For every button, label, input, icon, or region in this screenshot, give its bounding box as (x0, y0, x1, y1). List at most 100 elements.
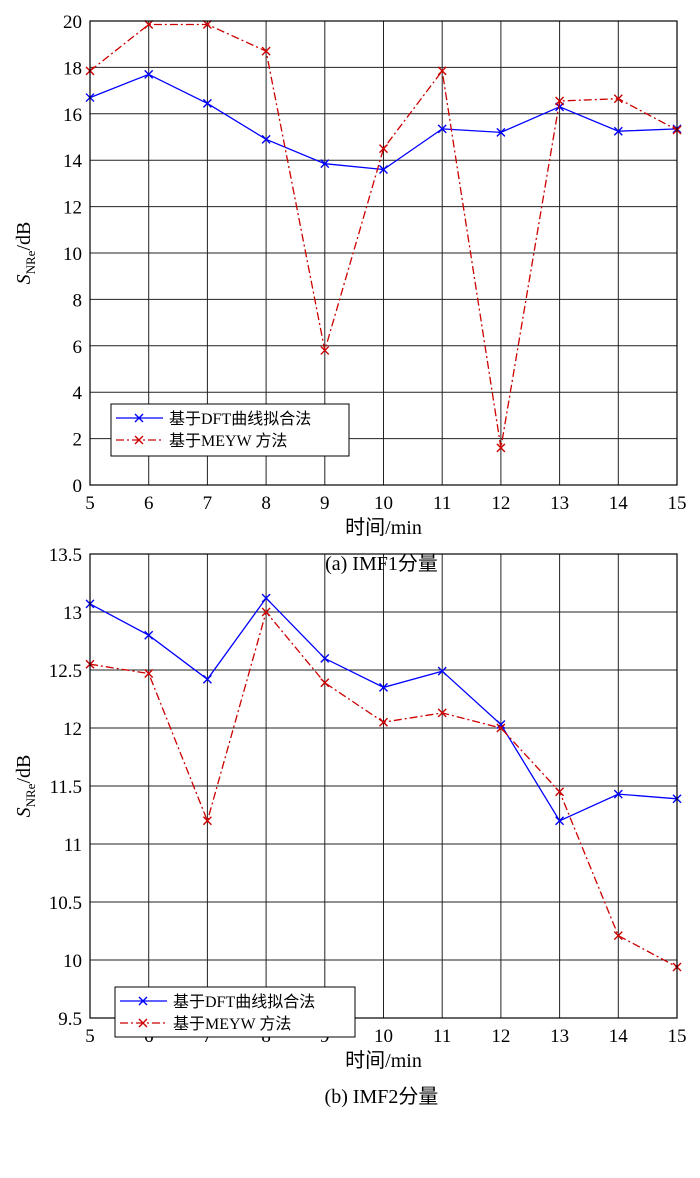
data-point (555, 816, 565, 826)
data-point (437, 66, 447, 76)
data-point (496, 720, 506, 730)
y-tick-label: 20 (63, 12, 82, 33)
y-axis-label-sub: NRe (23, 783, 38, 807)
chart-imf2: 567891011121314159.51010.51111.51212.513… (13, 545, 687, 1108)
x-tick-label: 12 (491, 493, 510, 514)
x-tick-label: 15 (668, 1026, 687, 1047)
data-point (437, 666, 447, 676)
y-tick-label: 10.5 (49, 893, 82, 914)
chart-imf1: 5 6 7 8 9 10 11 12 13 14 15 0 2 4 6 8 10 12 14 16 18 20 基于DFT… (13, 12, 687, 575)
y-axis-label-unit: /dB (13, 222, 35, 251)
x-tick-label: 10 (374, 493, 393, 514)
data-point (379, 164, 388, 174)
data-point (555, 96, 565, 106)
legend-marker (134, 413, 144, 423)
x-axis-label: 时间/min (345, 1049, 422, 1072)
y-tick-label: 18 (63, 58, 82, 79)
y-axis-label-main: S (13, 807, 35, 817)
legend-entry-label: 基于MEYW 方法 (169, 432, 287, 450)
data-point (496, 127, 506, 137)
y-tick-label: 12 (63, 198, 82, 219)
y-tick-label: 6 (73, 337, 83, 358)
y-tick-label: 11 (64, 835, 82, 856)
y-tick-label: 13.5 (49, 545, 82, 566)
data-point (613, 94, 623, 104)
data-point (320, 345, 330, 355)
data-point (202, 816, 212, 826)
y-tick-label: 11.5 (49, 777, 82, 798)
y-tick-label: 0 (73, 476, 83, 497)
chart-caption: (b) IMF2分量 (325, 1085, 439, 1108)
legend-box (110, 403, 350, 457)
legend-entry-label: 基于MEYW 方法 (173, 1015, 291, 1033)
data-point (320, 653, 330, 663)
data-point (261, 134, 271, 144)
data-point (555, 787, 565, 797)
y-axis-label-sub: NRe (23, 250, 38, 274)
y-tick-label: 8 (73, 290, 83, 311)
x-tick-label: 13 (550, 1026, 569, 1047)
data-point (613, 126, 623, 136)
data-point (144, 69, 154, 79)
data-point (320, 678, 330, 688)
data-point (261, 607, 271, 617)
data-point (496, 723, 506, 733)
x-axis-label: 时间/min (345, 516, 422, 539)
x-tick-label: 5 (85, 493, 95, 514)
x-tick-label: 6 (144, 493, 154, 514)
x-tick-label: 14 (609, 493, 629, 514)
data-point (379, 717, 388, 727)
data-point (437, 124, 447, 134)
y-tick-label: 12 (63, 719, 82, 740)
data-point (202, 19, 212, 29)
y-tick-label: 13 (63, 603, 82, 624)
legend-marker (138, 1018, 148, 1028)
x-tick-label: 12 (491, 1026, 510, 1047)
legend-entry-label: 基于DFT曲线拟合法 (169, 410, 311, 428)
y-tick-label: 10 (63, 951, 82, 972)
y-tick-label: 4 (73, 383, 83, 404)
y-tick-label: 10 (63, 244, 82, 265)
x-tick-label: 7 (203, 493, 213, 514)
y-tick-label: 16 (63, 105, 82, 126)
data-point (320, 159, 330, 169)
data-point (437, 708, 447, 718)
y-tick-label: 12.5 (49, 661, 82, 682)
data-point (496, 443, 506, 453)
y-axis-label: SNRe/dB (13, 755, 38, 818)
x-tick-label: 5 (85, 1026, 95, 1047)
x-tick-label: 14 (609, 1026, 629, 1047)
data-point (613, 931, 623, 941)
x-tick-label: 13 (550, 493, 569, 514)
data-point (144, 19, 154, 29)
y-axis-label-unit: /dB (13, 755, 35, 784)
data-point (379, 682, 388, 692)
legend-entry-label: 基于DFT曲线拟合法 (173, 993, 315, 1011)
data-point (144, 630, 154, 640)
y-axis-label: SNRe/dB (13, 222, 38, 285)
x-tick-label: 9 (320, 493, 330, 514)
x-tick-label: 11 (433, 1026, 451, 1047)
chart-caption: (a) IMF1分量 (325, 552, 438, 575)
series-line-2 (89, 23, 678, 449)
data-point (261, 593, 271, 603)
data-point (613, 789, 623, 799)
data-point (202, 674, 212, 684)
x-tick-label: 8 (261, 493, 271, 514)
y-axis-label-main: S (13, 274, 35, 284)
plot-frame (89, 553, 678, 1019)
plot-frame (89, 20, 678, 486)
x-tick-label: 15 (668, 493, 687, 514)
legend-box (114, 986, 356, 1038)
y-tick-label: 14 (63, 151, 83, 172)
x-tick-label: 10 (374, 1026, 393, 1047)
y-tick-label: 9.5 (58, 1009, 82, 1030)
data-point (144, 668, 154, 678)
data-point (261, 46, 271, 56)
legend-marker (134, 435, 144, 445)
legend-marker (138, 996, 148, 1006)
x-tick-label: 11 (433, 493, 451, 514)
